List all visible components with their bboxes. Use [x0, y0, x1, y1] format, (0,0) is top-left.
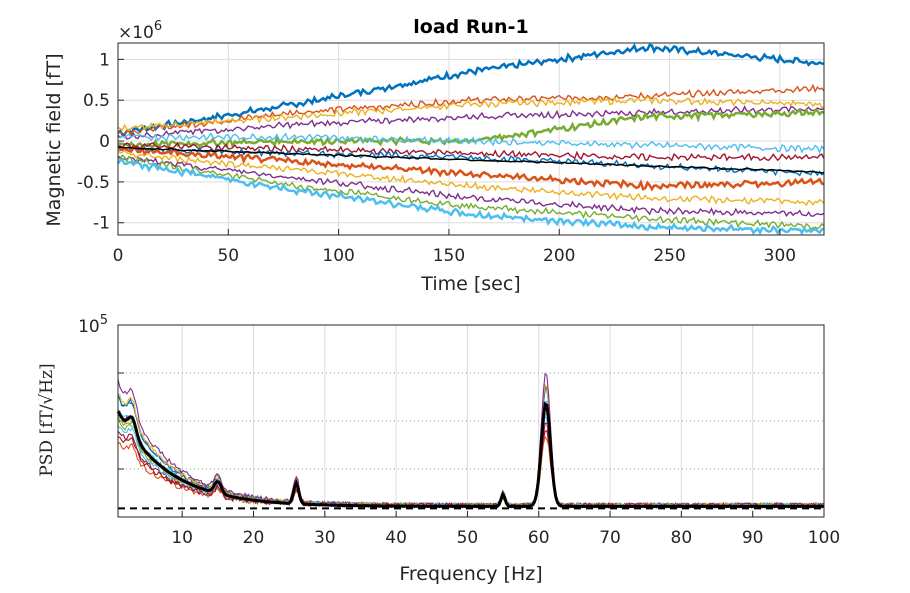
bottom-x-tick-label: 20	[243, 528, 265, 548]
top-series-line	[117, 132, 825, 155]
top-series-group	[116, 43, 825, 236]
top-x-tick-label: 150	[433, 246, 465, 266]
top-x-tick-label: 200	[543, 246, 575, 266]
bottom-x-tick-label: 30	[314, 528, 336, 548]
bottom-x-tick-label: 40	[385, 528, 407, 548]
bottom-x-tick-label: 100	[808, 528, 840, 548]
top-series-line	[117, 141, 825, 162]
bottom-mean-line	[116, 401, 824, 508]
top-series-line	[117, 149, 825, 207]
bottom-x-tick-label: 60	[528, 528, 550, 548]
top-chart: 0 50 100 150 200 250 300 -1 -0.5 0 0.5 1 load Run-…	[43, 16, 825, 295]
bottom-x-tick-label: 10	[171, 528, 193, 548]
top-axes-box	[117, 42, 825, 236]
top-series-line	[117, 145, 825, 192]
top-x-tick-label: 250	[653, 246, 685, 266]
top-y-ticks: -1 -0.5 0 0.5 1	[77, 50, 124, 234]
bottom-x-ticks: 10 20 30 40 50 60 70 80 90 100	[171, 511, 840, 548]
bottom-x-tick-label: 70	[599, 528, 621, 548]
bottom-y-top-tick: 105	[78, 313, 108, 337]
top-y-tick-label: 1	[99, 50, 110, 70]
bottom-x-tick-label: 50	[457, 528, 479, 548]
top-series-line	[117, 95, 825, 132]
bottom-y-label: PSD [fT/√Hz]	[37, 363, 57, 476]
top-title: load Run-1	[413, 16, 528, 38]
top-y-tick-label: 0.5	[83, 91, 110, 111]
top-mean-line	[117, 146, 825, 174]
top-y-label: Magnetic field [fT]	[43, 53, 65, 226]
bottom-x-label: Frequency [Hz]	[399, 563, 542, 585]
bottom-series-group	[116, 372, 825, 510]
top-series-line	[116, 158, 825, 236]
top-x-tick-label: 100	[322, 246, 354, 266]
bottom-axes-box	[117, 324, 825, 518]
top-y-tick-label: -0.5	[77, 173, 110, 193]
top-series-line	[117, 43, 825, 137]
top-x-tick-label: 300	[764, 246, 796, 266]
bottom-x-tick-label: 90	[742, 528, 764, 548]
top-y-tick-label: 0	[99, 132, 110, 152]
bottom-x-tick-label: 80	[671, 528, 693, 548]
top-x-ticks: 0 50 100 150 200 250 300	[113, 229, 796, 266]
top-x-tick-label: 0	[113, 246, 124, 266]
top-x-label: Time [sec]	[420, 273, 520, 295]
bottom-chart: 10 20 30 40 50 60 70 80 90 100 105 Frequency [Hz]…	[37, 313, 840, 585]
top-x-tick-label: 50	[217, 246, 239, 266]
top-series-line	[117, 155, 825, 218]
top-y-exponent: ×106	[118, 19, 162, 43]
top-y-tick-label: -1	[93, 214, 110, 234]
